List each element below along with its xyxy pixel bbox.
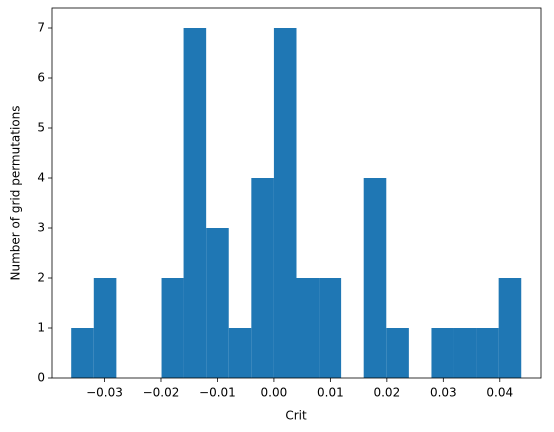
x-tick-label: −0.01 xyxy=(199,386,236,400)
y-tick-label: 4 xyxy=(37,171,45,185)
y-tick-label: 0 xyxy=(37,371,45,385)
y-tick-label: 1 xyxy=(37,321,45,335)
bar xyxy=(296,278,320,378)
bar xyxy=(251,178,274,378)
bar xyxy=(206,228,229,378)
y-tick-label: 6 xyxy=(37,71,45,85)
x-tick-label: 0.02 xyxy=(373,386,400,400)
bar xyxy=(386,328,409,378)
x-tick-label: 0.04 xyxy=(486,386,513,400)
bar xyxy=(319,278,342,378)
bar xyxy=(498,278,522,378)
bar xyxy=(228,328,252,378)
x-axis-label: Crit xyxy=(285,409,307,423)
bar xyxy=(71,328,94,378)
y-tick-label: 5 xyxy=(37,121,45,135)
bar xyxy=(93,278,117,378)
bar xyxy=(453,328,477,378)
x-tick-label: 0.01 xyxy=(317,386,344,400)
x-tick-label: 0.03 xyxy=(430,386,457,400)
bar xyxy=(476,328,499,378)
bar xyxy=(273,28,297,378)
x-tick-label: −0.03 xyxy=(86,386,123,400)
bar xyxy=(363,178,387,378)
bar xyxy=(431,328,454,378)
y-axis-label: Number of grid permutations xyxy=(9,105,23,280)
bar xyxy=(161,278,184,378)
bar xyxy=(183,28,207,378)
axes-frame xyxy=(51,7,542,379)
x-tick-label: −0.02 xyxy=(143,386,180,400)
y-tick-label: 2 xyxy=(37,271,45,285)
y-tick-label: 3 xyxy=(37,221,45,235)
y-tick-label: 7 xyxy=(37,21,45,35)
x-tick-label: 0.00 xyxy=(261,386,288,400)
